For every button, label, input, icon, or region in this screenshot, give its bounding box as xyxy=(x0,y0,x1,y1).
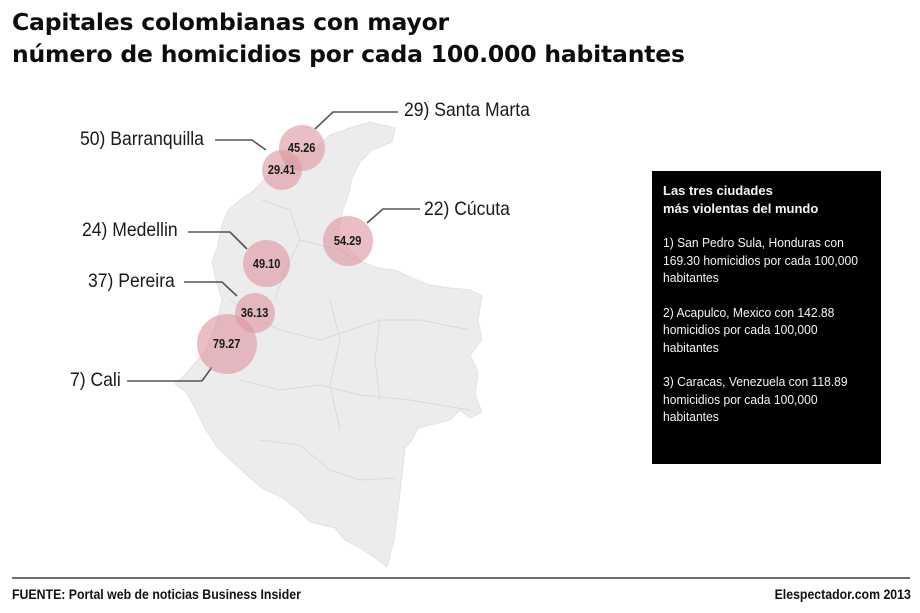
bubble-cucuta: 54.29 xyxy=(323,216,373,266)
bubble-cali: 79.27 xyxy=(197,314,257,374)
leader-pereira xyxy=(184,281,238,297)
heading-line-2: más violentas del mundo xyxy=(663,200,819,216)
bubble-value: 36.13 xyxy=(241,306,269,320)
chart-title: Capitales colombianas con mayor número d… xyxy=(12,6,685,70)
world-ranking-heading: Las tres ciudades más violentas del mund… xyxy=(663,182,871,217)
ranking-item-1: 1) San Pedro Sula, Honduras con 169.30 h… xyxy=(663,235,858,285)
title-line-1: Capitales colombianas con mayor xyxy=(12,8,449,36)
leader-barranquilla xyxy=(215,139,267,151)
city-label-santa-marta: 29) Santa Marta xyxy=(404,99,530,121)
leader-lines xyxy=(127,111,420,382)
bubble-value: 49.10 xyxy=(252,256,281,271)
ranking-item-3: 3) Caracas, Venezuela con 118.89 homicid… xyxy=(663,374,848,424)
city-label-medellin: 24) Medellin xyxy=(82,219,178,241)
city-label-pereira: 37) Pereira xyxy=(88,270,175,292)
bubble-value: 45.26 xyxy=(288,141,316,155)
bubble-value: 29.41 xyxy=(268,163,296,177)
leader-cucuta xyxy=(366,208,420,224)
city-label-barranquilla: 50) Barranquilla xyxy=(80,128,204,150)
city-label-cucuta: 22) Cúcuta xyxy=(424,198,510,220)
department-borders xyxy=(229,199,471,481)
heading-line-1: Las tres ciudades xyxy=(663,183,773,198)
bubble-value: 79.27 xyxy=(213,337,241,351)
leader-cali xyxy=(127,366,213,382)
source-credit: FUENTE: Portal web de noticias Business … xyxy=(12,586,301,602)
leader-medellin xyxy=(188,231,248,250)
leader-santa-marta xyxy=(314,111,398,130)
bubble-barranquilla: 29.41 xyxy=(262,150,302,190)
footer-divider xyxy=(12,577,910,579)
ranking-item-2: 2) Acapulco, Mexico con 142.88 homicidio… xyxy=(663,304,835,355)
bubble-value: 54.29 xyxy=(334,234,362,248)
title-line-2: número de homicidios por cada 100.000 ha… xyxy=(12,40,685,68)
publisher-credit: Elespectador.com 2013 xyxy=(774,586,911,602)
city-label-cali: 7) Cali xyxy=(70,369,121,391)
bubble-medellin: 49.10 xyxy=(243,240,290,287)
world-ranking-box: Las tres ciudades más violentas del mund… xyxy=(652,171,881,464)
